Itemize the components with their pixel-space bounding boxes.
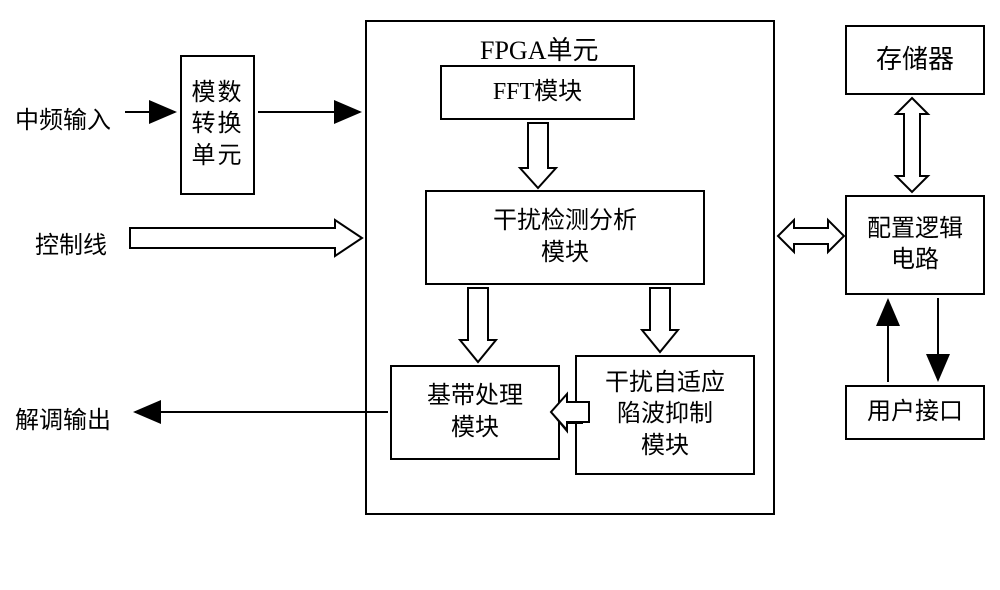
adc-box: 模数 转换 单元 (180, 55, 255, 195)
memory-box: 存储器 (845, 25, 985, 95)
control-arrow (130, 220, 362, 256)
notch-label: 干扰自适应 陷波抑制 模块 (605, 368, 725, 462)
demod-output-label: 解调输出 (15, 400, 111, 435)
config-logic-box: 配置逻辑 电路 (845, 195, 985, 295)
fpga-config-arrow (778, 220, 844, 252)
baseband-label: 基带处理 模块 (427, 381, 523, 443)
fpga-title: FPGA单元 (480, 30, 598, 67)
memory-config-arrow (896, 98, 928, 192)
memory-label: 存储器 (876, 43, 954, 77)
fft-box: FFT模块 (440, 65, 635, 120)
user-interface-label: 用户接口 (867, 397, 963, 428)
if-input-label: 中频输入 (15, 100, 111, 135)
control-line-label: 控制线 (35, 225, 107, 260)
config-logic-label: 配置逻辑 电路 (867, 214, 963, 276)
interference-detect-label: 干扰检测分析 模块 (493, 206, 637, 268)
baseband-box: 基带处理 模块 (390, 365, 560, 460)
adc-label: 模数 转换 单元 (192, 78, 244, 172)
interference-detect-box: 干扰检测分析 模块 (425, 190, 705, 285)
notch-box: 干扰自适应 陷波抑制 模块 (575, 355, 755, 475)
fft-label: FFT模块 (493, 77, 582, 108)
user-interface-box: 用户接口 (845, 385, 985, 440)
